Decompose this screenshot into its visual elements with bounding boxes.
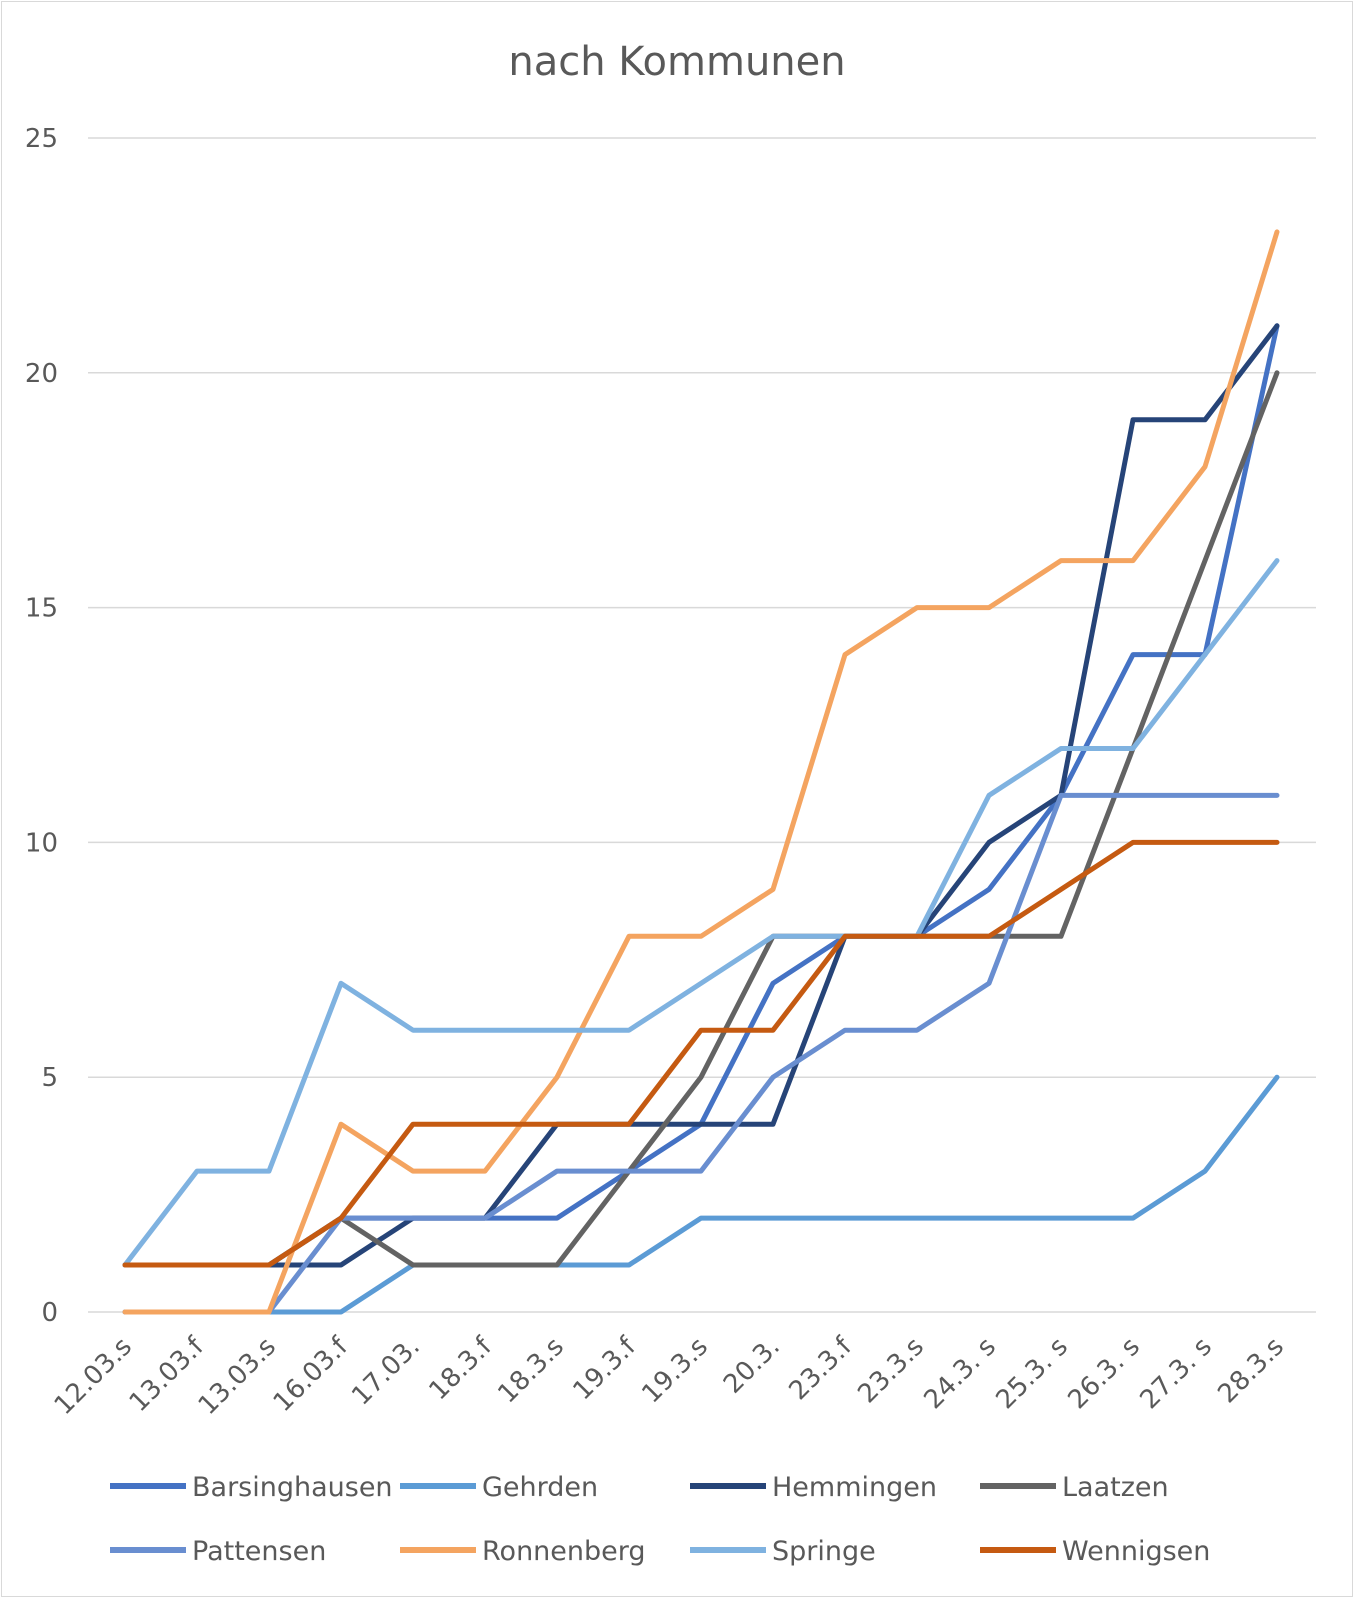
legend-label: Ronnenberg (482, 1536, 646, 1567)
y-tick-label: 10 (25, 828, 58, 858)
legend-label: Barsinghausen (192, 1472, 393, 1503)
y-tick-label: 15 (25, 594, 58, 624)
x-tick-label: 17.03. (346, 1332, 426, 1412)
y-tick-label: 25 (25, 124, 58, 154)
x-tick-label: 27.3. s (1135, 1332, 1218, 1415)
series-line-ronnenberg (122, 229, 1280, 1315)
x-tick-label: 19.3.f (567, 1331, 642, 1406)
series-line-hemmingen (122, 323, 1280, 1268)
x-tick-label: 23.3.f (783, 1331, 858, 1406)
x-tick-label: 18.3.f (423, 1331, 498, 1406)
y-tick-label: 5 (41, 1063, 58, 1093)
x-tick-label: 28.3.s (1212, 1332, 1290, 1410)
series-line-gehrden (122, 1074, 1280, 1315)
gridlines (88, 137, 1316, 1313)
x-tick-label: 20.3. (718, 1332, 786, 1400)
x-tick-label: 12.03.s (49, 1332, 138, 1421)
x-tick-label: 16.03.f (268, 1331, 355, 1418)
legend-label: Laatzen (1062, 1472, 1169, 1503)
legend-label: Springe (772, 1536, 876, 1567)
legend-label: Pattensen (192, 1536, 326, 1567)
x-tick-label: 23.3.s (852, 1332, 930, 1410)
legend-label: Wennigsen (1062, 1536, 1210, 1567)
x-tick-label: 25.3. s (991, 1332, 1074, 1415)
series-line-laatzen (122, 370, 1280, 1268)
series-line-wennigsen (122, 839, 1280, 1268)
legend-label: Hemmingen (772, 1472, 937, 1503)
series-lines (122, 229, 1280, 1315)
y-tick-label: 0 (41, 1298, 58, 1328)
legend: Barsinghausen Gehrden Hemmingen Laatzen Patt… (110, 1472, 1210, 1567)
x-axis-ticks: 12.03.s13.03.f13.03.s16.03.f17.03.18.3.f… (49, 1331, 1290, 1421)
x-tick-label: 26.3. s (1063, 1332, 1146, 1415)
y-tick-label: 20 (25, 359, 58, 389)
legend-label: Gehrden (482, 1472, 598, 1503)
x-tick-label: 24.3. s (919, 1332, 1002, 1415)
x-tick-label: 13.03.s (193, 1332, 282, 1421)
series-line-springe (122, 558, 1280, 1268)
chart-title: nach Kommunen (508, 39, 845, 85)
y-axis-ticks: 0 5 10 15 20 25 (25, 124, 58, 1328)
x-tick-label: 18.3.s (492, 1332, 570, 1410)
x-tick-label: 19.3.s (636, 1332, 714, 1410)
series-line-pattensen (122, 792, 1280, 1315)
